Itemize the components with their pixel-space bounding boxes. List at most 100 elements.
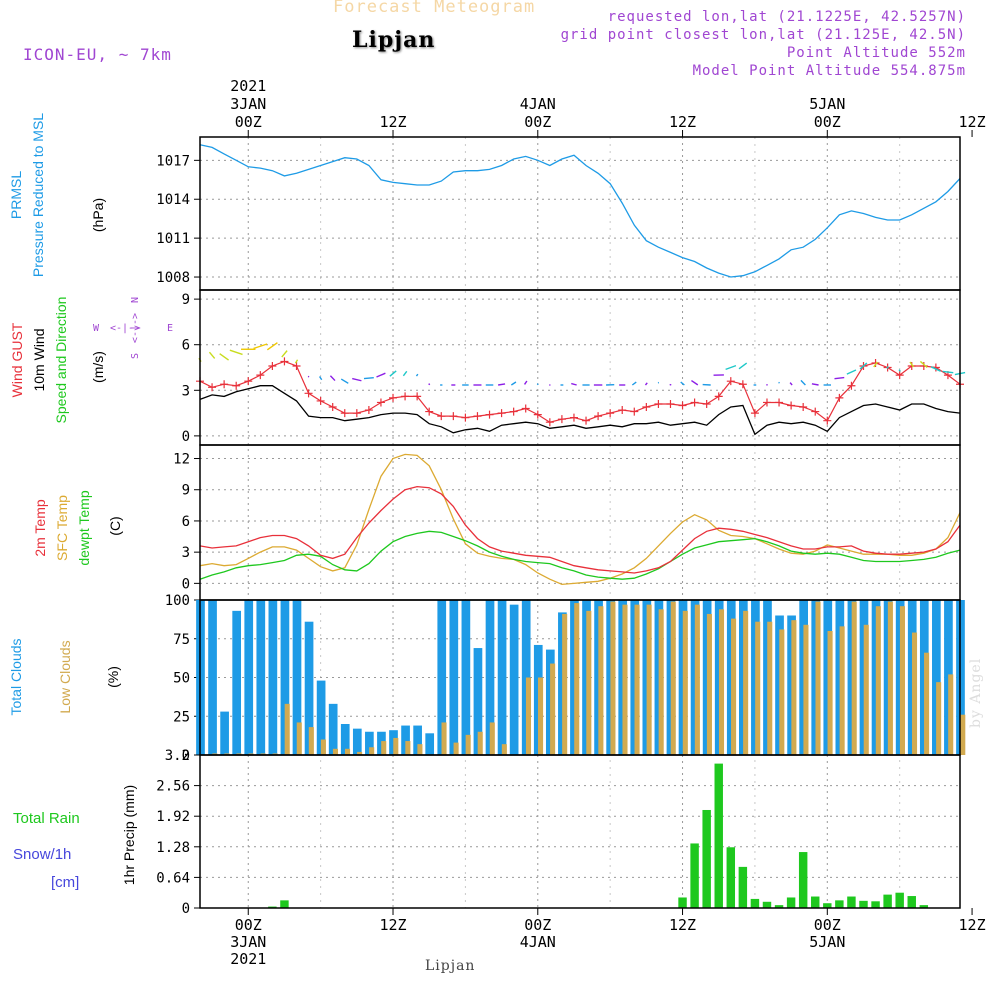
sfc-temp-line <box>199 453 961 586</box>
low-cloud-bar <box>538 677 544 755</box>
wind-arrow <box>253 343 268 350</box>
wind-arrow <box>919 360 928 368</box>
gust-marker <box>220 380 229 389</box>
wind-arrow <box>523 380 528 385</box>
gust-marker <box>714 392 723 401</box>
total-cloud-bar <box>509 604 519 755</box>
wind-arrow <box>898 369 901 372</box>
gust-marker <box>630 407 639 416</box>
bottom-time-label: 12Z <box>379 916 406 934</box>
compass-arrows-v: <-|-> <box>130 313 141 343</box>
wind-arrow <box>691 379 699 386</box>
low-cloud-bar <box>924 652 930 755</box>
gust-marker <box>799 403 808 412</box>
gust-marker <box>750 409 759 418</box>
compass-w: W <box>93 323 100 334</box>
gust-marker <box>582 416 591 425</box>
rain-bar <box>907 896 916 908</box>
total-cloud-bar <box>304 621 314 755</box>
y-tick-label: 1017 <box>156 153 190 169</box>
gust-marker <box>509 407 518 416</box>
panel-frame-precip <box>199 754 961 909</box>
wind-arrow <box>789 382 793 386</box>
gust-marker <box>304 389 313 398</box>
rain-bar <box>786 897 796 908</box>
wind-arrow <box>389 370 397 377</box>
low-cloud-bar <box>827 631 833 755</box>
low-cloud-bar <box>767 621 773 755</box>
top-time-label: 2021 <box>230 77 266 95</box>
wind-arrow <box>859 362 868 370</box>
rain-bar <box>798 852 808 908</box>
gust-marker <box>835 393 844 402</box>
y-tick-label: 1008 <box>156 270 190 286</box>
low-cloud-bar <box>936 682 942 755</box>
wind-arrow <box>294 359 299 364</box>
wind-arrow <box>363 377 374 380</box>
wind-arrow <box>510 381 517 386</box>
y-tick-label: 0.64 <box>156 870 190 886</box>
gust-marker <box>738 380 747 389</box>
top-time-label: 00Z <box>235 113 262 131</box>
low-cloud-bar <box>272 753 278 755</box>
wind-label: Speed and Direction <box>53 297 69 424</box>
low-cloud-bar <box>658 609 664 755</box>
low-cloud-bar <box>863 624 869 755</box>
model-label: ICON-EU, ~ 7km <box>23 45 172 64</box>
y-tick-label: 12 <box>173 452 190 468</box>
wind-arrow <box>942 370 954 374</box>
rain-bar <box>280 900 289 908</box>
wind-unit: (m/s) <box>90 351 106 383</box>
gust-marker <box>256 371 265 380</box>
temp-label: dewpt Temp <box>76 490 92 565</box>
total-cloud-bar <box>497 600 507 755</box>
rain-bar <box>883 894 892 908</box>
temp-label: SFC Temp <box>54 495 70 561</box>
panel-frame-wind <box>199 289 961 446</box>
low-cloud-bar <box>670 601 676 755</box>
gust-marker <box>811 407 820 416</box>
rain-bar <box>895 892 904 908</box>
low-cloud-bar <box>501 744 507 755</box>
wind-arrow <box>669 383 672 386</box>
pressure-unit: (hPa) <box>90 198 106 232</box>
rain-bar <box>919 905 929 908</box>
total-cloud-bar <box>401 725 410 755</box>
wind-arrow <box>834 376 845 380</box>
low-cloud-bar <box>345 748 351 755</box>
panel-frame-temp <box>199 444 961 601</box>
y-tick-label: 50 <box>173 671 190 687</box>
low-clouds-label: Low Clouds <box>57 640 73 713</box>
low-cloud-bar <box>417 744 423 755</box>
gust-marker <box>557 415 566 424</box>
wind-arrow <box>208 351 216 359</box>
pressure-label: Pressure Reduced to MSL <box>30 113 46 277</box>
total-cloud-bar <box>328 703 338 755</box>
y-tick-label: 25 <box>173 709 190 725</box>
wind-arrow <box>229 349 243 356</box>
gust-marker <box>328 403 337 412</box>
clouds-unit: (%) <box>105 666 121 688</box>
grid-point-coords: grid point closest lon,lat (21.125E, 42.… <box>560 27 966 43</box>
low-cloud-bar <box>284 703 290 755</box>
rain-label: Total Rain <box>13 810 80 827</box>
gust-marker <box>919 361 928 370</box>
gust-marker <box>376 398 385 407</box>
bottom-location-label: Lipjan <box>425 958 476 974</box>
low-cloud-bar <box>465 734 471 755</box>
low-cloud-bar <box>441 722 447 755</box>
gust-marker <box>461 413 470 422</box>
rain-bar <box>847 896 856 908</box>
rain-bar <box>690 843 699 908</box>
gust-marker <box>678 401 687 410</box>
low-cloud-bar <box>718 609 725 755</box>
top-time-label: 5JAN <box>809 95 845 113</box>
low-cloud-bar <box>453 742 459 755</box>
model-altitude: Model Point Altitude 554.875m <box>692 63 966 79</box>
compass-arrows: <-|-> <box>110 323 140 334</box>
wind-arrow <box>909 361 915 368</box>
wind-arrow <box>571 382 577 386</box>
rain-bar <box>714 763 723 908</box>
gust-marker <box>775 398 784 407</box>
y-tick-label: 3 <box>182 545 190 561</box>
